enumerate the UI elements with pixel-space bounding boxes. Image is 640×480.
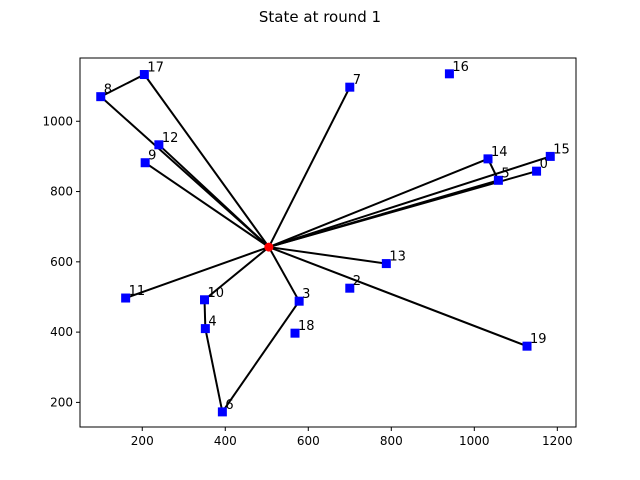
- node-0: [532, 166, 542, 176]
- node-18: [290, 328, 300, 338]
- node-9: [140, 158, 150, 168]
- x-tick-label-1000: 1000: [459, 434, 490, 448]
- node-label-16: 16: [452, 60, 469, 75]
- y-tick-label-200: 200: [50, 395, 73, 409]
- node-label-19: 19: [530, 332, 547, 347]
- node-7: [345, 82, 355, 92]
- node-label-13: 13: [389, 250, 406, 265]
- edge-6-3: [221, 300, 300, 413]
- x-tick-label-600: 600: [297, 434, 320, 448]
- node-2: [345, 283, 355, 293]
- x-tick-label-400: 400: [214, 434, 237, 448]
- node-3: [294, 296, 304, 306]
- node-label-5: 5: [501, 166, 509, 181]
- node-5: [493, 175, 503, 185]
- node-label-7: 7: [353, 73, 361, 88]
- y-tick-label-600: 600: [50, 255, 73, 269]
- node-13: [381, 259, 391, 269]
- node-label-18: 18: [298, 319, 315, 334]
- node-8: [96, 92, 106, 102]
- node-label-15: 15: [553, 142, 570, 157]
- node-16: [444, 69, 454, 79]
- edge-center-7: [267, 86, 351, 248]
- edge-center-15: [268, 155, 551, 249]
- edge-4-6: [204, 328, 224, 413]
- x-tick-label-200: 200: [131, 434, 154, 448]
- node-label-9: 9: [148, 149, 156, 164]
- x-tick-label-1200: 1200: [542, 434, 573, 448]
- edge-center-14: [268, 157, 489, 248]
- edges-layer: [100, 73, 551, 413]
- node-4: [200, 324, 210, 334]
- node-label-3: 3: [302, 287, 310, 302]
- center-node: [264, 242, 274, 252]
- node-label-10: 10: [208, 286, 225, 301]
- y-tick-label-400: 400: [50, 325, 73, 339]
- edge-17-center: [143, 73, 270, 248]
- edge-center-10: [203, 246, 270, 301]
- node-19: [522, 341, 532, 351]
- node-17: [139, 70, 149, 80]
- node-14: [483, 154, 493, 164]
- edge-8-17: [100, 73, 145, 98]
- edge-center-19: [268, 246, 528, 348]
- node-label-4: 4: [208, 315, 216, 330]
- x-tick-label-800: 800: [380, 434, 403, 448]
- node-labels-layer: 0 2 3 4 5 6 7 8 9 10 11 12 13 14 15 16 17 18 19: [104, 60, 570, 413]
- y-axis-ticks: 200 400 600 800 1000: [42, 114, 80, 409]
- node-11: [121, 293, 131, 303]
- node-label-17: 17: [147, 61, 164, 76]
- edge-center-12: [158, 144, 270, 248]
- node-label-8: 8: [104, 83, 112, 98]
- node-12: [154, 140, 164, 150]
- node-label-6: 6: [225, 398, 233, 413]
- node-label-2: 2: [353, 274, 361, 289]
- node-6: [217, 407, 227, 417]
- edge-center-13: [268, 246, 387, 265]
- node-label-11: 11: [129, 284, 146, 299]
- edge-10-4: [203, 299, 207, 329]
- node-10: [200, 295, 210, 305]
- edge-center-11: [125, 246, 270, 299]
- x-axis-ticks: 200 400 600 800 1000 1200: [131, 427, 573, 448]
- node-15: [545, 151, 555, 161]
- edge-center-0: [268, 170, 537, 249]
- edge-center-9: [144, 161, 270, 248]
- node-label-14: 14: [491, 145, 508, 160]
- node-label-0: 0: [540, 157, 548, 172]
- y-tick-label-1000: 1000: [42, 114, 73, 128]
- node-label-12: 12: [162, 131, 179, 146]
- edge-center-3: [267, 246, 301, 302]
- y-tick-label-800: 800: [50, 185, 73, 199]
- plot-frame: [79, 57, 577, 428]
- chart-title: State at round 1: [259, 8, 381, 26]
- nodes-layer: [96, 69, 555, 417]
